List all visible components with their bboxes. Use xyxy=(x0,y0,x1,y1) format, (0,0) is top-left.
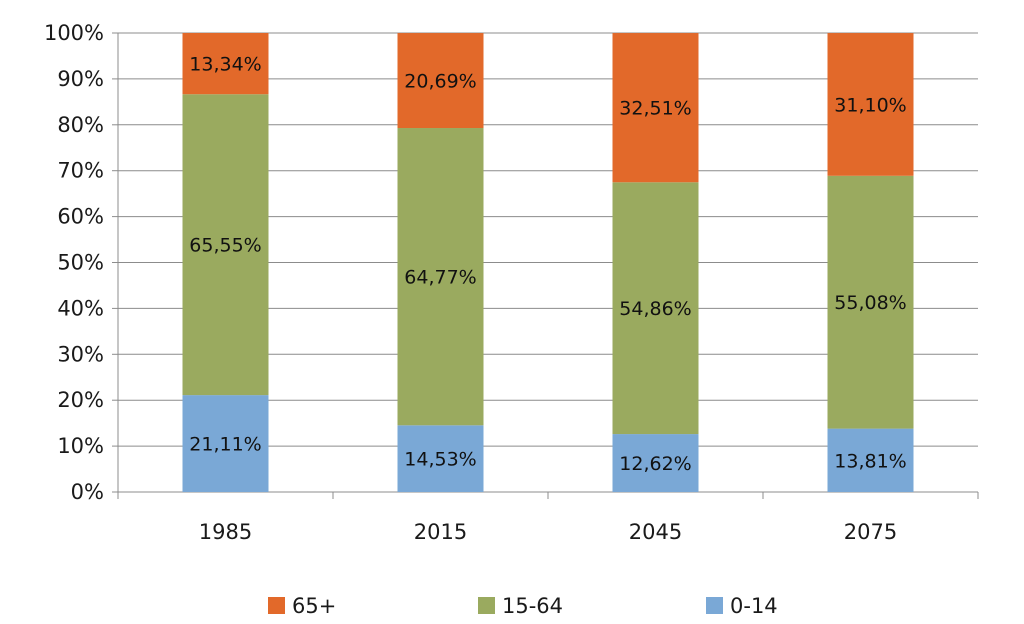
y-tick-label: 50% xyxy=(57,251,104,275)
bars xyxy=(182,33,914,492)
y-tick-label: 70% xyxy=(57,159,104,183)
data-label: 14,53% xyxy=(404,449,476,471)
legend-item-0-14: 0-14 xyxy=(706,594,778,618)
legend-swatch xyxy=(706,597,723,614)
data-label: 21,11% xyxy=(189,434,261,456)
x-tick-label: 2015 xyxy=(414,520,467,544)
data-label: 55,08% xyxy=(834,292,906,314)
data-label: 65,55% xyxy=(189,235,261,257)
legend-swatch xyxy=(478,597,495,614)
x-tick-label: 1985 xyxy=(199,520,252,544)
y-tick-label: 20% xyxy=(57,388,104,412)
bar-segment-0-14-2045 xyxy=(612,434,699,492)
data-label: 54,86% xyxy=(619,298,691,320)
y-tick-label: 30% xyxy=(57,342,104,366)
y-tick-label: 60% xyxy=(57,205,104,229)
x-tick-label: 2045 xyxy=(629,520,682,544)
bar-segment-65+-2045 xyxy=(612,33,699,183)
data-label: 12,62% xyxy=(619,453,691,475)
y-tick-label: 90% xyxy=(57,67,104,91)
bar-segment-0-14-2075 xyxy=(827,428,914,492)
bar-segment-15-64-2075 xyxy=(827,175,914,429)
y-tick-label: 10% xyxy=(57,434,104,458)
bar-segment-65+-2015 xyxy=(397,33,484,129)
legend-label: 0-14 xyxy=(730,594,778,618)
bar-segment-15-64-2015 xyxy=(397,128,484,426)
y-tick-label: 40% xyxy=(57,296,104,320)
bar-segment-15-64-2045 xyxy=(612,182,699,435)
legend: 65+ 15-64 0-14 xyxy=(268,594,778,618)
legend-label: 15-64 xyxy=(502,594,563,618)
y-tick-label: 0% xyxy=(71,480,104,504)
data-label: 13,34% xyxy=(189,54,261,76)
bar-segment-15-64-1985 xyxy=(182,94,269,396)
bar-segment-0-14-1985 xyxy=(182,395,269,492)
x-tick-label: 2075 xyxy=(844,520,897,544)
bar-segment-65+-2075 xyxy=(827,33,914,176)
data-label: 31,10% xyxy=(834,94,906,116)
legend-swatch xyxy=(268,597,285,614)
legend-item-65+: 65+ xyxy=(268,594,336,618)
bar-segment-0-14-2015 xyxy=(397,425,484,492)
y-tick-label: 100% xyxy=(44,21,104,45)
y-tick-label: 80% xyxy=(57,113,104,137)
data-label: 32,51% xyxy=(619,98,691,120)
legend-item-15-64: 15-64 xyxy=(478,594,563,618)
x-axis-tick-labels: 1985 2015 2045 2075 xyxy=(199,520,897,544)
y-axis-tick-labels: 0% 10% 20% 30% 40% 50% 60% 70% 80% 90% 100% xyxy=(44,21,104,504)
bar-segment-65+-1985 xyxy=(182,33,269,95)
data-label: 13,81% xyxy=(834,450,906,472)
data-labels: 21,11% 65,55% 13,34% 14,53% 64,77% 20,69% 12,6… xyxy=(189,54,906,475)
data-label: 20,69% xyxy=(404,71,476,93)
legend-label: 65+ xyxy=(292,594,336,618)
data-label: 64,77% xyxy=(404,267,476,289)
